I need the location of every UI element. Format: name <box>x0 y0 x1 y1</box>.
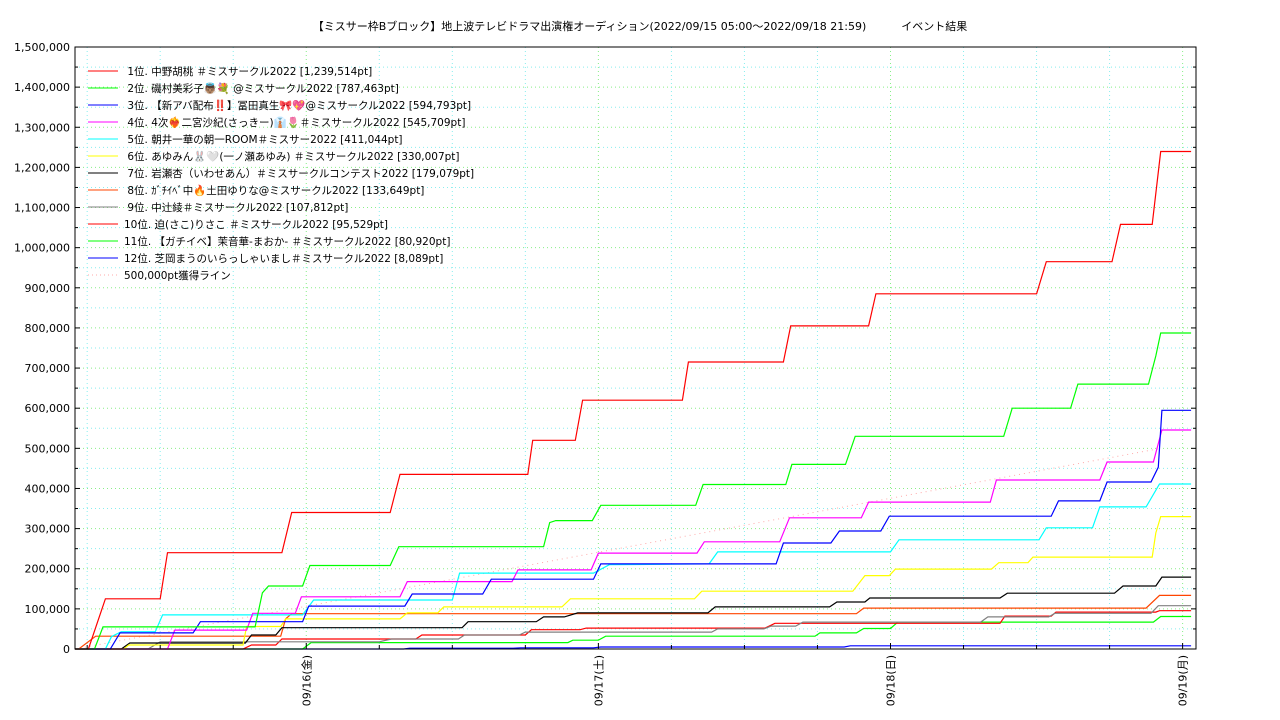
y-tick-label: 1,000,000 <box>14 242 70 255</box>
legend-label: 5位. 朝井一華の朝一ROOM＃ミスサー2022 [411,044pt] <box>124 133 403 146</box>
y-tick-label: 800,000 <box>25 322 71 335</box>
y-tick-label: 1,500,000 <box>14 41 70 54</box>
reference-line-500k <box>74 447 1161 650</box>
axes: 0 100,000 200,000 300,000 400,000 500,000 600,… <box>14 41 1196 706</box>
chart-title: 【ミスサー枠Bブロック】地上波テレビドラマ出演権オーディション(2022/09/… <box>0 18 1280 34</box>
series-line-rank-9 <box>75 605 1192 650</box>
series-line-rank-1 <box>75 150 1192 650</box>
x-tick-label: 09/19(月) <box>1177 655 1190 706</box>
series-line-rank-11 <box>75 615 1192 650</box>
reference-line-group <box>74 447 1161 650</box>
legend-label: 8位. ｶﾞﾁｲﾍﾞ中🔥土田ゆりな@ミスサークル2022 [133,649pt] <box>124 184 424 197</box>
series-lines <box>75 150 1192 650</box>
y-tick-label: 200,000 <box>25 563 71 576</box>
y-tick-label: 0 <box>63 643 70 656</box>
y-tick-label: 1,300,000 <box>14 121 70 134</box>
y-tick-label: 400,000 <box>25 482 71 495</box>
y-tick-label: 700,000 <box>25 362 71 375</box>
y-tick-label: 1,400,000 <box>14 81 70 94</box>
series-line-rank-6 <box>75 515 1192 650</box>
y-tick-label: 900,000 <box>25 282 71 295</box>
legend-label: 2位. 磯村美彩子👼🏽💐 @ミスサークル2022 [787,463pt] <box>124 82 399 95</box>
x-tick-label: 09/16(金) <box>299 655 313 706</box>
legend-label: 10位. 迫(さこ)りさこ ＃ミスサークル2022 [95,529pt] <box>124 218 388 231</box>
y-tick-label: 100,000 <box>25 603 71 616</box>
legend-label-reference: 500,000pt獲得ライン <box>124 269 231 282</box>
legend-label: 12位. 芝岡まうのいらっしゃいまし＃ミスサークル2022 [8,089pt] <box>124 252 443 265</box>
legend-label: 7位. 岩瀬杏（いわせあん）＃ミスサークルコンテスト2022 [179,079p… <box>124 167 474 180</box>
x-tick-label: 09/17(土) <box>592 655 605 706</box>
y-tick-label: 600,000 <box>25 402 71 415</box>
x-tick-label: 09/18(日) <box>884 655 897 706</box>
y-tick-label: 300,000 <box>25 523 71 536</box>
y-tick-label: 500,000 <box>25 442 71 455</box>
series-line-rank-4 <box>75 429 1192 650</box>
legend-label: 1位. 中野胡桃 ＃ミスサークル2022 [1,239,514pt] <box>124 65 372 78</box>
legend-label: 3位. 【新アバ配布‼️】冨田真生🎀💖@ミスサークル2022 [594,793p… <box>124 99 471 112</box>
legend-label: 6位. あゆみん🐰🤍(一ノ瀬あゆみ) ＃ミスサークル2022 [330,007p… <box>124 150 460 163</box>
legend-label: 11位. 【ガチイベ】茉音華-まおか- ＃ミスサークル2022 [80,920p… <box>124 235 450 248</box>
legend-label: 9位. 中辻綾＃ミスサークル2022 [107,812pt] <box>124 201 348 214</box>
legend: 1位. 中野胡桃 ＃ミスサークル2022 [1,239,514pt] 2位. 磯… <box>88 65 474 282</box>
y-tick-label: 1,100,000 <box>14 202 70 215</box>
legend-label: 4位. 4次❤️‍🔥二宮沙紀(さっきー)👔🌷＃ミスサークル2022 [545,7… <box>124 116 465 129</box>
series-line-rank-5 <box>75 483 1192 650</box>
grid <box>75 47 1196 649</box>
chart-subtitle: イベント結果 <box>901 20 968 33</box>
series-line-rank-7 <box>75 576 1192 650</box>
chart-title-main: 【ミスサー枠Bブロック】地上波テレビドラマ出演権オーディション(2022/09/… <box>312 20 867 33</box>
series-line-rank-3 <box>75 409 1192 650</box>
y-tick-label: 1,200,000 <box>14 161 70 174</box>
series-line-rank-2 <box>75 332 1192 650</box>
